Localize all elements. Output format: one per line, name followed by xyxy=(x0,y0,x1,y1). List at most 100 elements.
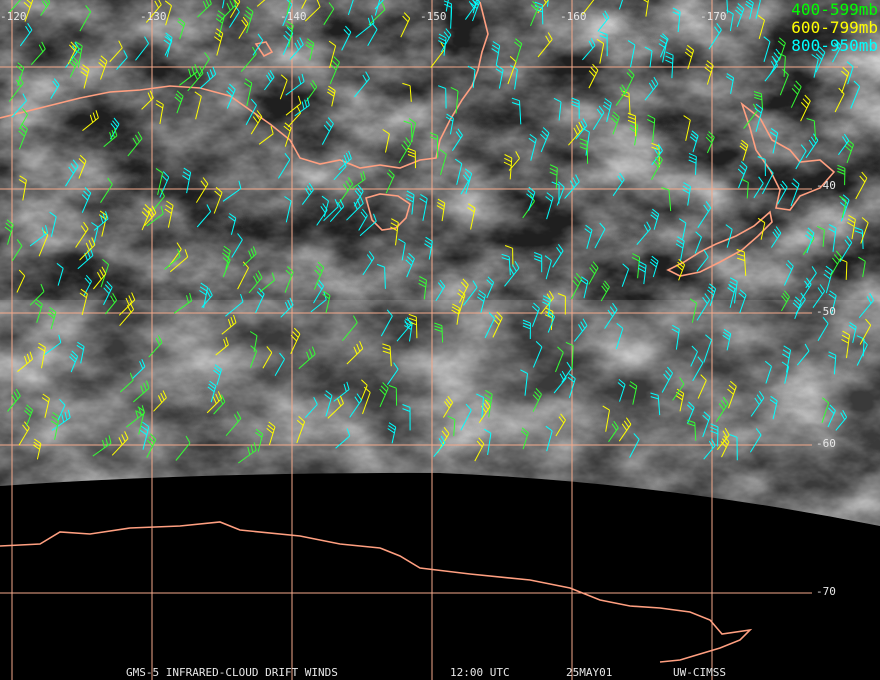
wind-barb xyxy=(580,276,589,299)
wind-barb xyxy=(80,64,90,89)
wind-barb xyxy=(30,41,46,66)
wind-barb xyxy=(141,204,152,231)
wind-barb xyxy=(197,0,212,18)
longitude-label: -160 xyxy=(560,10,587,23)
footer-product: GMS-5 INFRARED-CLOUD DRIFT WINDS xyxy=(126,666,338,679)
wind-barb xyxy=(396,317,412,342)
wind-barb xyxy=(637,260,647,285)
wind-barb xyxy=(615,84,627,106)
wind-barb xyxy=(127,131,143,157)
wind-barb xyxy=(285,73,305,96)
wind-barb xyxy=(847,214,856,240)
wind-barb xyxy=(726,9,734,31)
wind-barb xyxy=(354,184,364,207)
wind-barb xyxy=(715,396,729,423)
wind-barb xyxy=(16,269,26,293)
wind-barb xyxy=(349,393,362,418)
wind-barb xyxy=(109,40,123,63)
latitude-label: -60 xyxy=(816,437,836,450)
wind-barb xyxy=(333,381,350,402)
wind-barb xyxy=(436,198,446,222)
wind-barb xyxy=(508,151,520,171)
wind-barb xyxy=(116,50,128,70)
wind-barb xyxy=(821,397,830,423)
wind-barb xyxy=(579,138,589,164)
wind-barb xyxy=(40,0,51,16)
wind-barb xyxy=(419,193,428,221)
wind-barb xyxy=(362,386,371,415)
wind-barb xyxy=(782,345,791,373)
wind-barb xyxy=(29,283,45,306)
wind-barb xyxy=(126,405,145,428)
wind-barb xyxy=(547,0,549,7)
wind-barb xyxy=(213,364,222,386)
wind-barb xyxy=(329,199,345,223)
wind-barb xyxy=(599,31,608,57)
wind-barb xyxy=(215,337,229,356)
wind-barb xyxy=(545,192,554,220)
wind-barb xyxy=(402,82,412,102)
wind-barb xyxy=(858,293,875,319)
wind-barb xyxy=(627,112,637,137)
wind-barb xyxy=(692,356,704,382)
wind-barb xyxy=(477,289,486,313)
wind-barb xyxy=(860,217,869,244)
papua-coast xyxy=(254,41,274,58)
wind-barb xyxy=(582,0,595,15)
longitude-label: -130 xyxy=(140,10,167,23)
wind-barb xyxy=(755,0,761,19)
wind-barb xyxy=(491,41,501,66)
wind-barb xyxy=(604,302,618,329)
wind-barb xyxy=(238,442,257,464)
wind-barb xyxy=(109,117,120,140)
wind-barb xyxy=(132,380,150,403)
wind-barb xyxy=(812,284,826,308)
wind-barb xyxy=(763,36,771,62)
wind-barb xyxy=(729,434,738,461)
wind-barb xyxy=(407,147,416,169)
wind-barb xyxy=(757,15,765,40)
wind-barb xyxy=(781,361,790,384)
latitude-label: -40 xyxy=(816,179,836,192)
wind-barb xyxy=(390,218,399,246)
wind-barb xyxy=(398,137,412,164)
latitude-label: -50 xyxy=(816,305,836,318)
wind-barb xyxy=(225,293,244,317)
wind-barb xyxy=(274,352,285,376)
legend-entry: 400-599mb xyxy=(791,0,878,19)
wind-barb xyxy=(228,5,240,28)
wind-barb xyxy=(141,90,154,110)
wind-barb xyxy=(346,195,364,221)
wind-barb xyxy=(483,389,493,418)
wind-barb xyxy=(380,309,393,337)
wind-barb xyxy=(815,46,826,73)
wind-barb xyxy=(322,290,331,313)
wind-barb xyxy=(194,91,202,120)
wind-barb xyxy=(440,28,452,53)
wind-barb xyxy=(556,181,565,206)
wind-barb xyxy=(266,421,276,446)
wind-barb xyxy=(11,239,23,262)
wind-barb xyxy=(629,120,639,146)
wind-barb xyxy=(249,345,258,368)
wind-barb xyxy=(710,423,719,447)
wind-barb xyxy=(164,248,181,270)
wind-barb xyxy=(454,158,463,185)
wind-barb xyxy=(105,293,118,315)
wind-barb xyxy=(18,175,27,201)
wind-barb xyxy=(643,0,649,17)
wind-barb xyxy=(207,380,217,403)
wind-barb xyxy=(264,70,275,91)
wind-barb xyxy=(228,213,237,235)
wind-barb xyxy=(386,362,399,385)
wind-barb xyxy=(492,311,503,338)
wind-barb xyxy=(91,222,99,245)
wind-barb xyxy=(486,276,495,299)
wind-barb xyxy=(650,153,663,181)
wind-barb xyxy=(4,219,14,245)
wind-barb xyxy=(195,177,209,203)
wind-barb xyxy=(570,272,583,300)
wind-barb xyxy=(382,343,392,367)
wind-barb xyxy=(242,246,257,267)
